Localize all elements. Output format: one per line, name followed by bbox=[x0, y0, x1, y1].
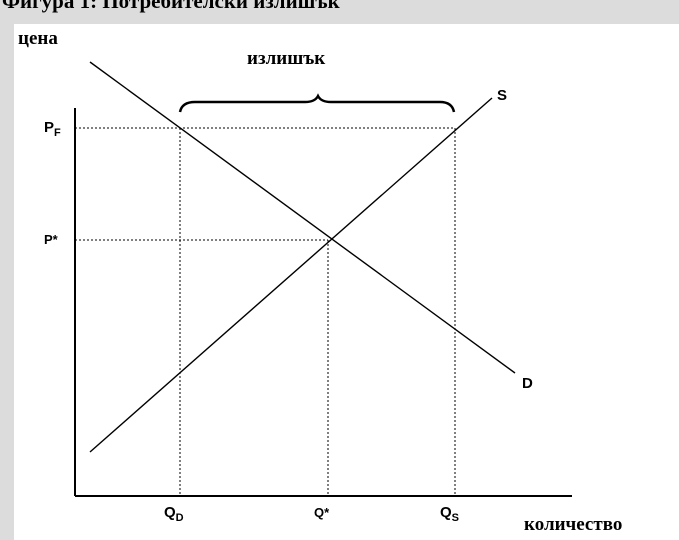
quantity-label: QS bbox=[440, 504, 459, 524]
label-part: P* bbox=[44, 232, 59, 247]
surplus-brace bbox=[178, 93, 456, 113]
label-part: D bbox=[176, 512, 184, 524]
title: Фигура 1: Потребителски излишък bbox=[2, 0, 341, 13]
demand-label: D bbox=[522, 375, 533, 392]
quantity-label: Q* bbox=[314, 505, 330, 520]
demand-line bbox=[89, 61, 516, 374]
supply-label: S bbox=[497, 87, 507, 104]
label-part: F bbox=[54, 127, 61, 139]
quantity-label: QD bbox=[164, 504, 184, 524]
price-label: PF bbox=[44, 119, 61, 139]
label-part: Q bbox=[164, 504, 176, 521]
label-part: Q bbox=[440, 504, 452, 521]
label-part: Q* bbox=[314, 505, 330, 520]
label-part: P bbox=[44, 119, 54, 136]
price-label: P* bbox=[44, 232, 59, 247]
x-axis-label: количество bbox=[524, 514, 622, 535]
axes bbox=[74, 61, 572, 497]
panel bbox=[14, 24, 679, 540]
label-part: S bbox=[452, 512, 459, 524]
y-axis-label: цена bbox=[18, 28, 58, 49]
supply-line bbox=[89, 97, 493, 453]
surplus-label: излишък bbox=[247, 48, 325, 69]
